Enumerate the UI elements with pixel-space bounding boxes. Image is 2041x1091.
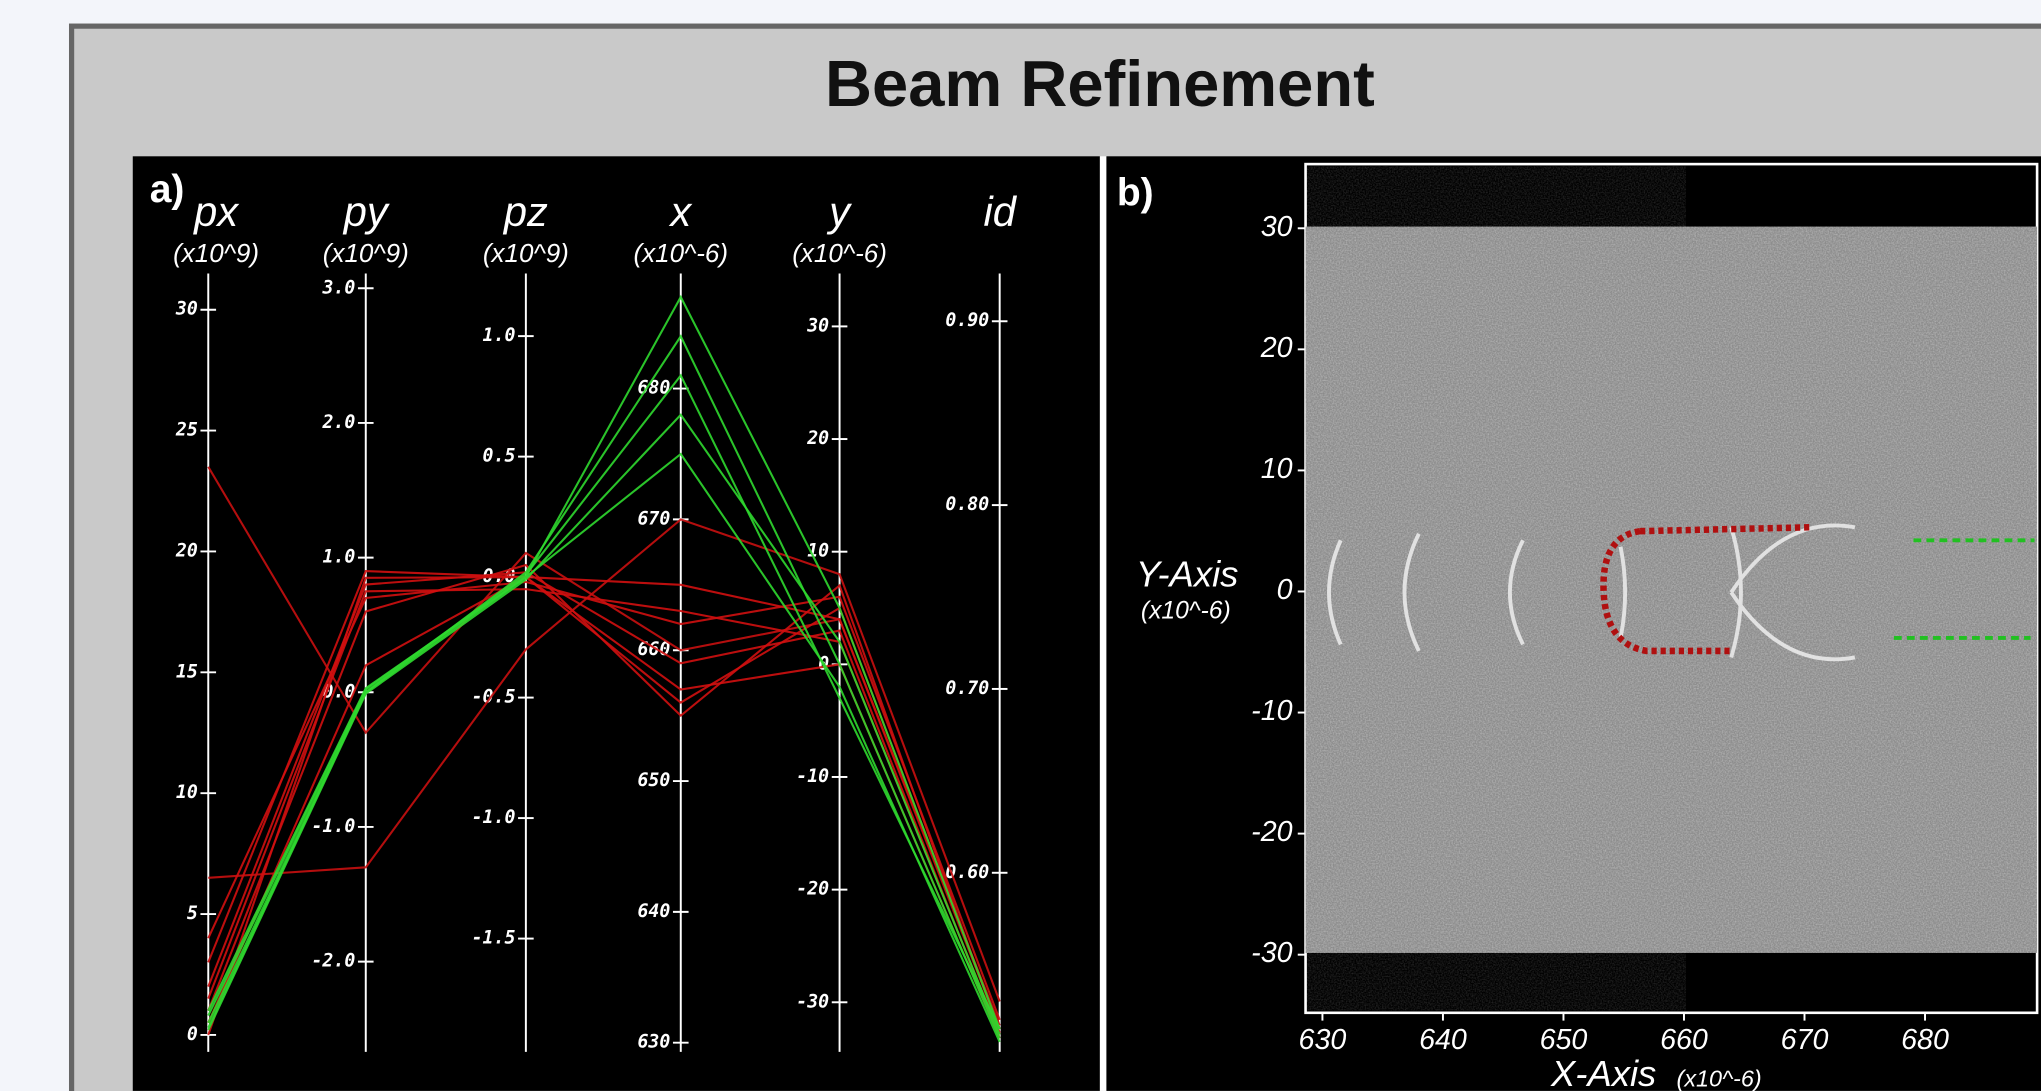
speckle [1306, 953, 1686, 1010]
axis-name: x [668, 188, 693, 235]
x-tick-label: 640 [1419, 1024, 1467, 1056]
axis-unit: (x10^9) [323, 238, 409, 268]
y-tick-label: 0 [1277, 574, 1293, 606]
x-tick-label: 670 [1781, 1024, 1829, 1056]
axis-name: py [342, 188, 390, 235]
tick-label: 10 [176, 782, 198, 803]
panel-a [133, 156, 1100, 1091]
x-axis-unit: (x10^-6) [1677, 1066, 1762, 1091]
y-tick-label: 20 [1260, 332, 1293, 364]
tick-label: 650 [637, 770, 670, 791]
tick-label: -0.5 [472, 687, 516, 708]
axis-name: pz [502, 188, 548, 235]
tick-label: -1.0 [472, 807, 516, 828]
panel-label: b) [1117, 172, 1154, 215]
tick-label: 2.0 [321, 412, 355, 433]
slide: Beam Refinement a)px(x10^9)051015202530p… [0, 0, 2041, 1091]
tick-label: -1.0 [311, 816, 355, 837]
axis-name: id [983, 188, 1017, 235]
y-tick-label: 10 [1261, 453, 1293, 485]
tick-label: -10 [796, 766, 829, 787]
tick-label: 630 [637, 1032, 670, 1053]
density-texture [1306, 227, 2038, 953]
tick-label: 670 [637, 508, 670, 529]
tick-label: 15 [176, 661, 198, 682]
speckle [1306, 167, 1686, 227]
y-axis-label: Y-Axis [1136, 553, 1239, 594]
x-axis-label: X-Axis [1550, 1053, 1656, 1091]
tick-label: 1.0 [483, 325, 516, 346]
tick-label: 0.80 [945, 494, 989, 515]
axis-name: px [192, 188, 240, 235]
tick-label: 3.0 [321, 277, 355, 298]
tick-label: 30 [175, 299, 198, 320]
y-axis-unit: (x10^-6) [1141, 597, 1231, 624]
tick-label: 1.0 [322, 547, 355, 568]
axis-unit: (x10^9) [173, 238, 259, 268]
panel-label: a) [150, 168, 185, 211]
y-tick-label: -10 [1251, 695, 1292, 727]
tick-label: 0 [187, 1024, 198, 1045]
tick-label: -20 [796, 879, 829, 900]
y-tick-label: -30 [1251, 937, 1292, 969]
y-tick-label: -20 [1251, 816, 1292, 848]
x-tick-label: 680 [1901, 1024, 1949, 1056]
axis-unit: (x10^-6) [792, 238, 887, 268]
title: Beam Refinement [825, 47, 1375, 120]
tick-label: -2.0 [311, 951, 355, 972]
tick-label: -1.5 [472, 928, 516, 949]
tick-label: 0.70 [945, 678, 989, 699]
axis-unit: (x10^-6) [633, 238, 728, 268]
tick-label: 640 [637, 901, 670, 922]
page: {"title":"Beam Refinement", "chart_data"… [0, 0, 2041, 1091]
tick-label: 20 [175, 540, 198, 561]
tick-label: 25 [175, 420, 198, 441]
tick-label: 5 [187, 903, 198, 924]
divider [1100, 156, 1107, 1091]
tick-label: 0.5 [483, 446, 516, 467]
tick-label: 660 [637, 639, 670, 660]
axis-name: y [826, 188, 852, 235]
tick-label: 20 [806, 428, 829, 449]
tick-label: 0.90 [945, 310, 989, 331]
x-tick-label: 650 [1540, 1024, 1588, 1056]
x-tick-label: 660 [1660, 1024, 1708, 1056]
y-tick-label: 30 [1261, 211, 1293, 243]
tick-label: 30 [806, 315, 829, 336]
tick-label: -30 [796, 991, 829, 1012]
x-tick-label: 630 [1299, 1024, 1347, 1056]
axis-unit: (x10^9) [483, 238, 569, 268]
